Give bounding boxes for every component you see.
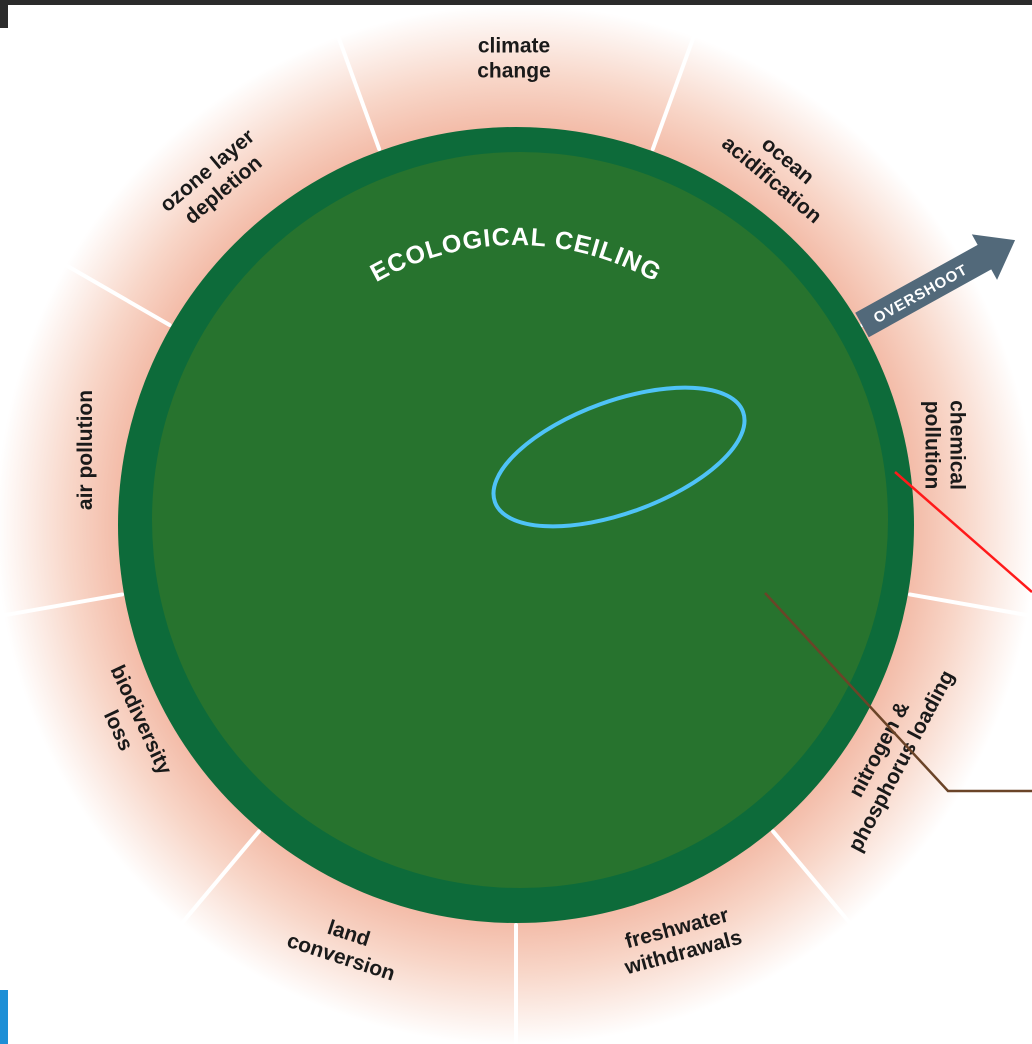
segment-separator [166, 829, 261, 941]
segment-label-line: climate [478, 35, 550, 58]
segment-label-line: air pollution [74, 390, 97, 510]
segment-label-climate-change: climate change [477, 35, 551, 83]
segment-label-air-pollution: air pollution [74, 390, 97, 510]
bottom-left-blue-edge [0, 990, 8, 1044]
segment-label-line: chemical [946, 400, 969, 490]
segment-separator [771, 829, 866, 941]
segment-label-chemical-pollution: chemicalpollution [921, 400, 969, 490]
segment-separator [46, 253, 172, 327]
segment-separator [329, 15, 382, 152]
segment-label-line: pollution [921, 401, 944, 490]
segment-separator [0, 592, 125, 619]
segment-label-line: change [477, 60, 551, 83]
top-window-bar [0, 0, 1032, 5]
red-annotation-line [894, 471, 1032, 593]
segment-separator [907, 592, 1032, 619]
segment-separator [650, 15, 703, 152]
top-left-bar-notch [0, 0, 8, 28]
blue-ellipse-annotation [491, 385, 747, 529]
brown-annotation-line [764, 592, 1032, 793]
